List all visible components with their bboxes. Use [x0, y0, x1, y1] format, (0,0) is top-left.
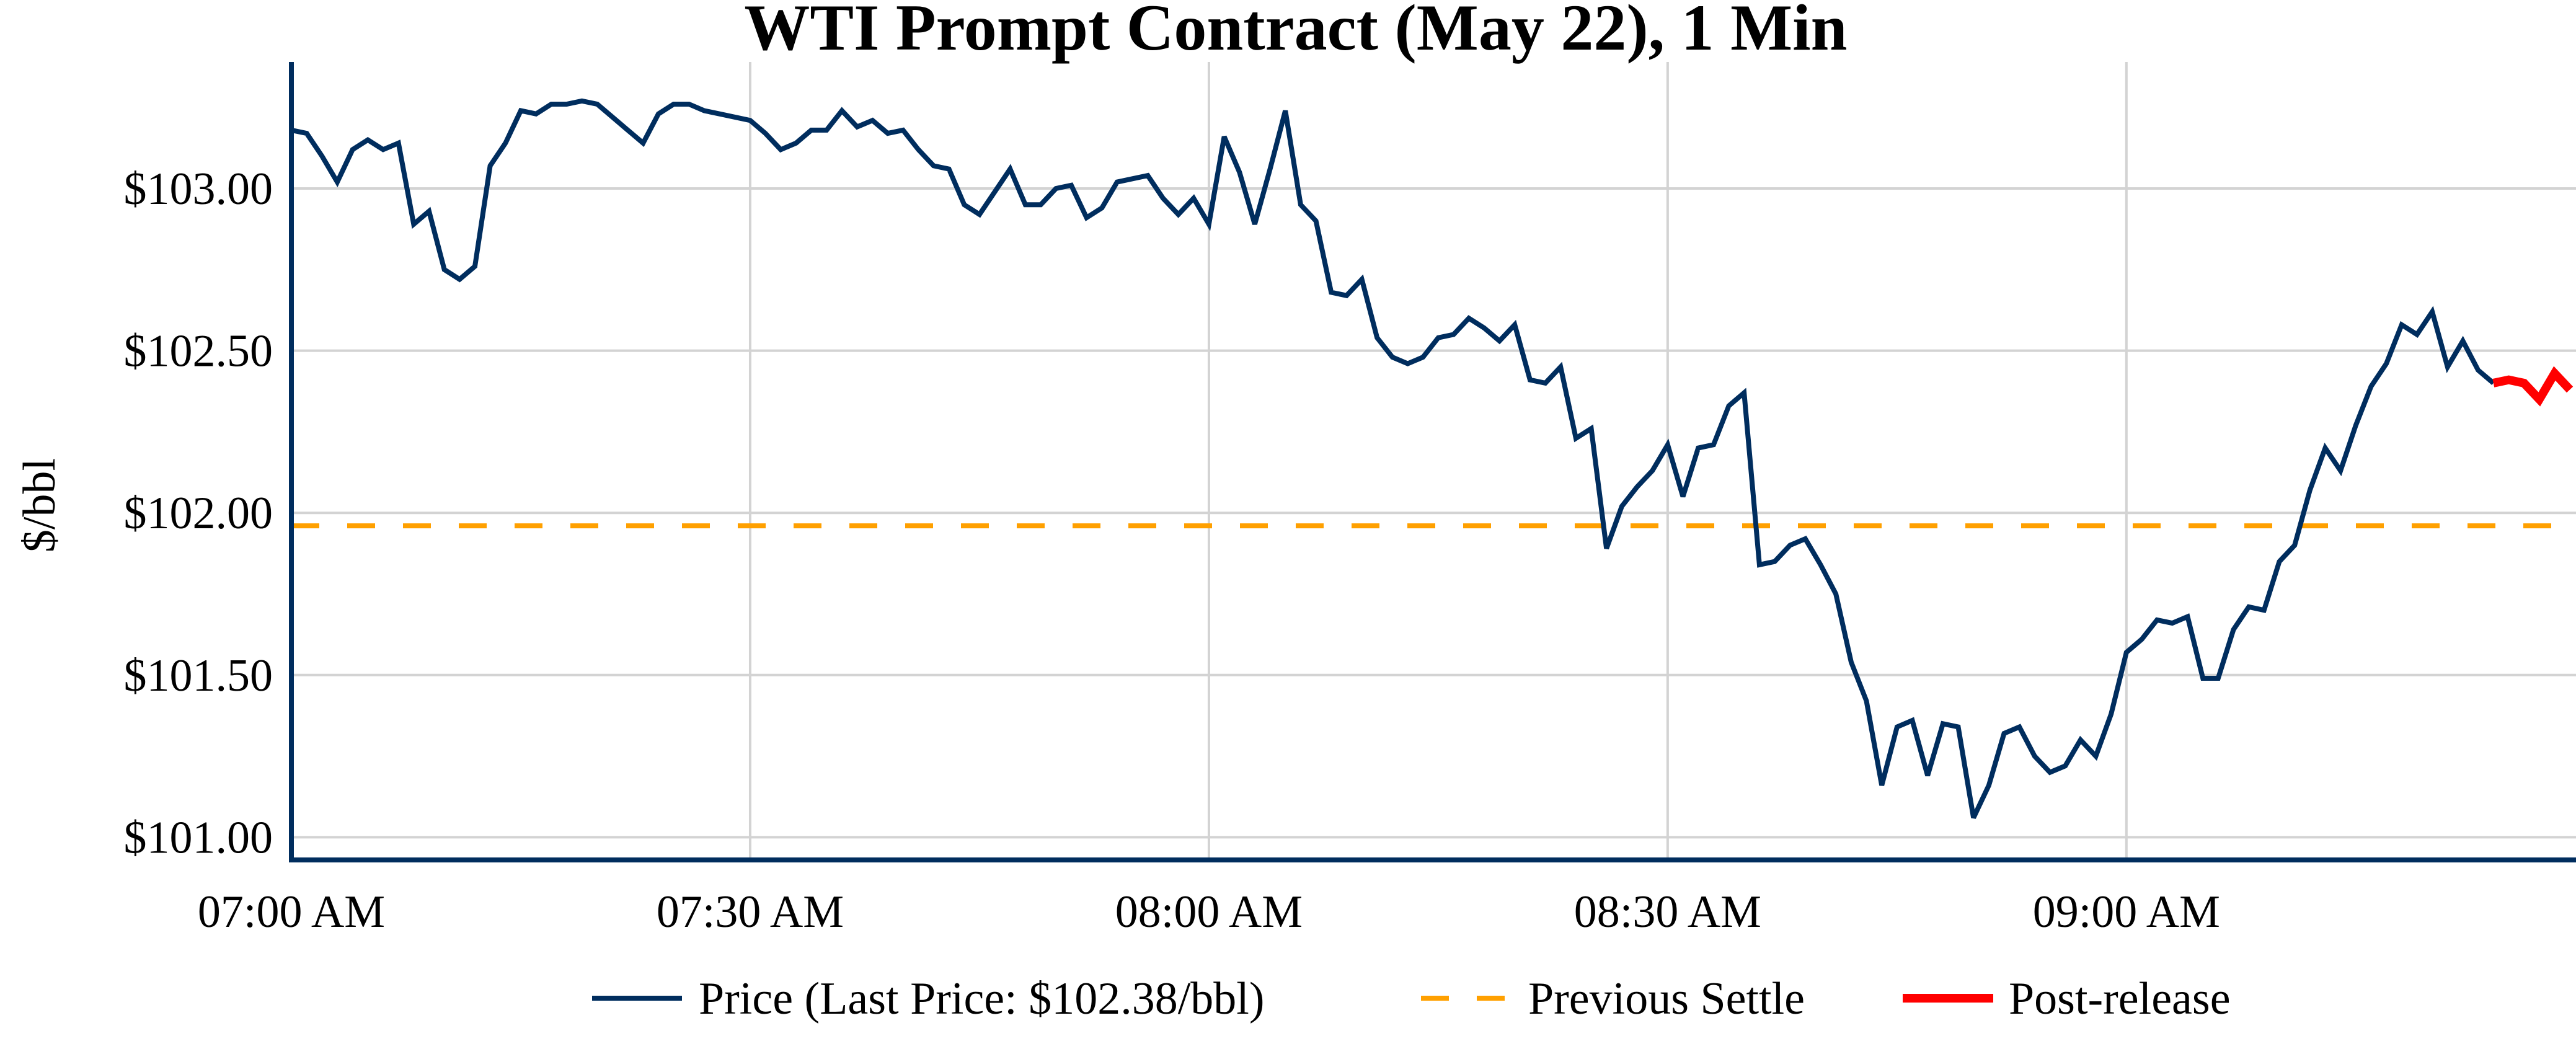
legend-item-price[interactable]: Price (Last Price: $102.38/bbl) — [592, 973, 1264, 1024]
x-tick-labels: 07:00 AM 07:30 AM 08:00 AM 08:30 AM 09:00 AM — [198, 887, 2220, 937]
y-tick-label: $103.00 — [124, 164, 273, 215]
y-tick-label: $101.00 — [124, 812, 273, 863]
legend-label-post-release: Post-release — [2009, 973, 2231, 1024]
legend: Price (Last Price: $102.38/bbl) Previous… — [592, 973, 2231, 1024]
x-tick-label: 07:30 AM — [657, 887, 844, 937]
y-axis-label: $/bbl — [14, 458, 65, 552]
x-tick-label: 08:00 AM — [1115, 887, 1303, 937]
legend-label-price: Price (Last Price: $102.38/bbl) — [699, 973, 1264, 1024]
post-release-line — [2492, 366, 2574, 407]
y-tick-label: $102.00 — [124, 488, 273, 539]
x-tick-label: 09:00 AM — [2033, 887, 2220, 937]
grid-lines — [291, 62, 2576, 860]
price-line — [291, 98, 2495, 819]
y-tick-labels: $101.00 $101.50 $102.00 $102.50 $103.00 — [124, 164, 273, 863]
y-tick-label: $101.50 — [124, 650, 273, 701]
x-tick-label: 07:00 AM — [198, 887, 385, 937]
legend-item-settle[interactable]: Previous Settle — [1421, 973, 1805, 1024]
legend-item-post-release[interactable]: Post-release — [1903, 973, 2231, 1024]
legend-label-settle: Previous Settle — [1528, 973, 1805, 1024]
y-tick-label: $102.50 — [124, 326, 273, 377]
series-layer — [291, 98, 2576, 819]
chart-title: WTI Prompt Contract (May 22), 1 Min — [744, 0, 1847, 64]
x-tick-label: 08:30 AM — [1574, 887, 1761, 937]
